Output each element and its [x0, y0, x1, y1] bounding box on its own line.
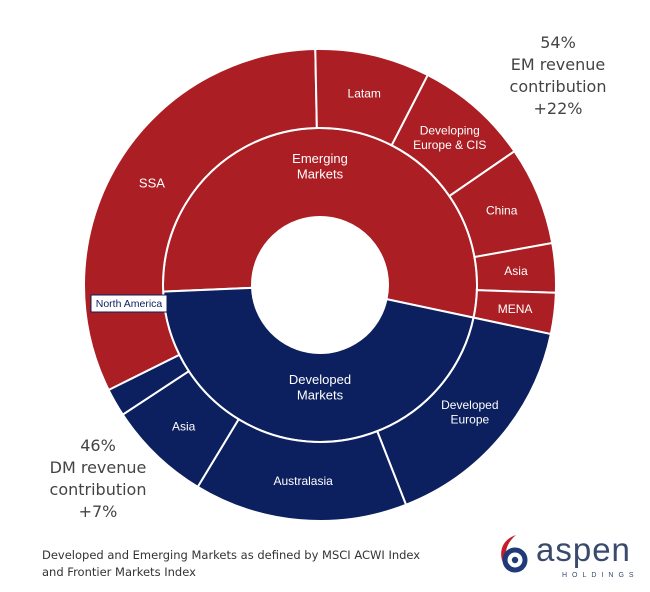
em-callout-line: 54%	[540, 33, 576, 52]
dm-callout-line: +7%	[78, 502, 118, 521]
outer-label-developing-europe-cis: Developing Europe & CIS	[413, 123, 486, 151]
outer-label-developed-europe: Developed Europe	[441, 398, 498, 426]
logo-subtitle: HOLDINGS	[562, 572, 639, 579]
logo-wordmark: aspen	[536, 531, 631, 568]
outer-label-china: China	[486, 203, 518, 217]
outer-label-latam: Latam	[348, 87, 381, 101]
aspen-logo: aspen HOLDINGS	[496, 531, 646, 587]
em-callout-line: +22%	[533, 99, 583, 118]
logo-circle	[502, 547, 528, 573]
dm-callout-line: DM revenue	[49, 458, 147, 477]
outer-label-north-america: North America	[96, 298, 163, 310]
dm-callout-line: contribution	[49, 480, 147, 499]
aspen-logo-icon	[501, 535, 528, 573]
footnote-line: and Frontier Markets Index	[42, 565, 196, 579]
dm-revenue-callout: 46% DM revenue contribution +7%	[24, 435, 172, 523]
em-callout-line: EM revenue	[510, 55, 606, 74]
em-callout-line: contribution	[509, 77, 607, 96]
donut-hole	[252, 217, 388, 353]
outer-label-ssa: SSA	[139, 176, 165, 191]
em-revenue-callout: 54% EM revenue contribution +22%	[488, 32, 628, 120]
footnote: Developed and Emerging Markets as define…	[42, 547, 462, 581]
outer-label-asia: Asia	[504, 264, 528, 278]
outer-label-asia: Asia	[172, 420, 196, 434]
north-america-label-box	[90, 294, 168, 313]
inner-label-developed: Developed Markets	[289, 372, 351, 403]
outer-label-mena: MENA	[498, 302, 533, 316]
inner-label-emerging: Emerging Markets	[292, 151, 348, 182]
dm-callout-line: 46%	[80, 436, 116, 455]
outer-slice-dm-north-america	[107, 353, 191, 416]
outer-label-australasia: Australasia	[273, 474, 333, 488]
footnote-line: Developed and Emerging Markets as define…	[42, 548, 421, 562]
logo-dot	[511, 556, 519, 564]
